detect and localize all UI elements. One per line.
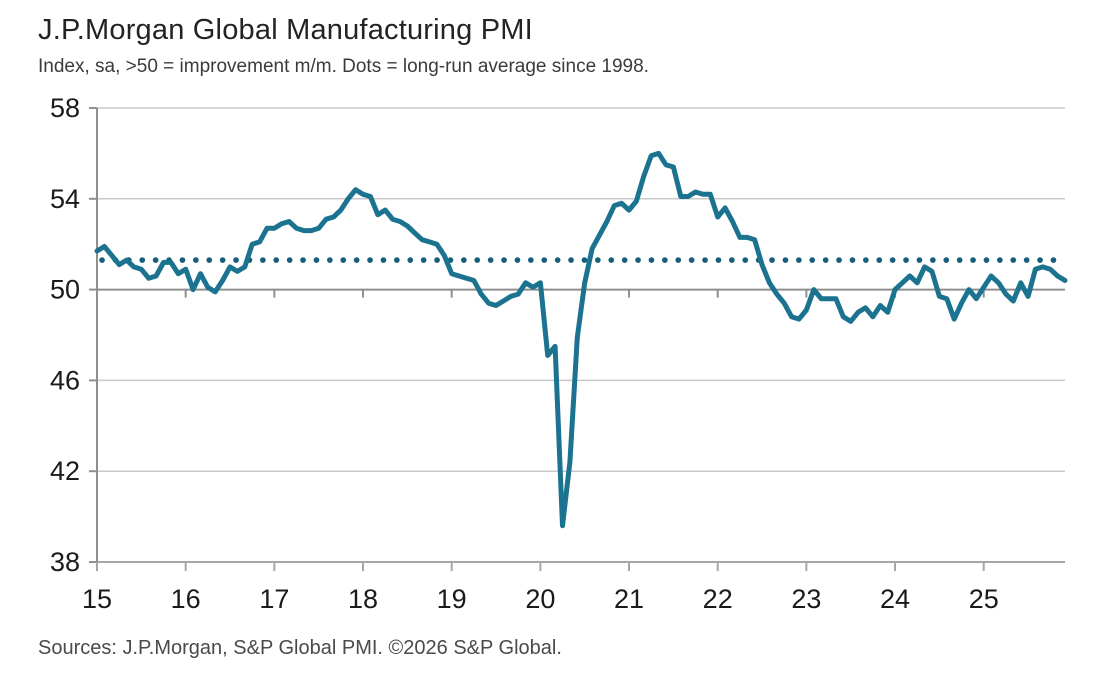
x-axis-label-16: 16 (171, 584, 201, 614)
chart-subtitle: Index, sa, >50 = improvement m/m. Dots =… (38, 56, 649, 77)
x-axis-label-20: 20 (525, 584, 555, 614)
x-axis-label-15: 15 (82, 584, 112, 614)
x-axis-label-22: 22 (703, 584, 733, 614)
x-axis-label-18: 18 (348, 584, 378, 614)
x-axis-label-23: 23 (791, 584, 821, 614)
y-axis-label-42: 42 (50, 456, 80, 486)
y-axis-label-58: 58 (50, 93, 80, 123)
pmi-series-line (94, 150, 1068, 529)
x-axis-label-24: 24 (880, 584, 910, 614)
source-note: Sources: J.P.Morgan, S&P Global PMI. ©20… (38, 637, 562, 659)
y-axis-label-38: 38 (50, 547, 80, 577)
chart-title: J.P.Morgan Global Manufacturing PMI (38, 14, 533, 46)
x-axis-label-21: 21 (614, 584, 644, 614)
x-axis-label-25: 25 (969, 584, 999, 614)
y-axis-label-54: 54 (50, 184, 80, 214)
x-axis-label-19: 19 (437, 584, 467, 614)
y-axis-label-46: 46 (50, 365, 80, 395)
y-axis-label-50: 50 (50, 275, 80, 305)
x-axis-label-17: 17 (259, 584, 289, 614)
